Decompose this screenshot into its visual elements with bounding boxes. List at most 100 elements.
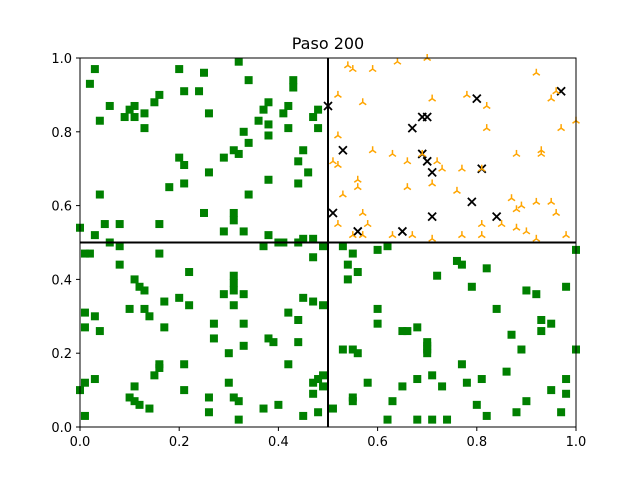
square-point [100,220,109,229]
square-point [522,286,531,295]
square-point [200,68,208,77]
square-point [155,249,164,258]
tri-point [477,164,486,172]
square-point [204,168,213,177]
square-point [85,249,94,258]
square-point [180,161,189,170]
tri-point [552,208,561,217]
tri-point [512,149,521,158]
square-point [428,371,437,380]
tri-point [512,223,521,231]
tri-point [482,124,491,132]
square-point [155,360,164,369]
square-point [314,375,323,384]
y-tick-label: 0.2 [51,347,72,362]
square-point [477,375,486,384]
square-point [433,271,442,280]
square-point [209,334,218,343]
square-point [557,408,566,417]
square-point [175,153,184,162]
tri-point [547,197,556,206]
tri-point [358,231,367,239]
square-point [348,345,357,354]
square-point [462,378,471,387]
square-point [309,378,318,387]
tri-point [418,149,427,158]
square-point [338,242,347,251]
square-point [517,345,526,354]
square-point [85,79,94,88]
square-point [264,131,273,140]
square-point [254,116,263,125]
square-point [562,389,571,398]
square-point [80,378,89,387]
square-point [239,341,248,350]
square-point [314,408,323,417]
square-point [145,312,154,321]
square-point [120,113,129,122]
square-point [80,411,89,420]
square-point [492,304,501,313]
tri-point [408,231,417,239]
square-point [457,260,466,269]
square-point [363,378,372,387]
y-tick-label: 1.0 [51,52,72,67]
tri-point [403,157,412,165]
x-tick-label: 1.0 [566,435,587,450]
square-point [457,360,466,369]
tri-point [368,146,377,154]
tri-point [428,94,437,102]
square-point [373,245,382,254]
y-tick-label: 0.8 [51,126,72,141]
x-tick-label: 0.0 [70,435,91,450]
square-point [328,404,337,413]
square-point [160,297,169,306]
x-point [492,212,502,222]
tri-point [329,157,337,165]
x-point [407,123,417,133]
square-point [229,286,238,295]
x-tick-label: 0.4 [268,435,289,450]
tri-point [358,98,367,106]
square-point [423,349,432,358]
square-point [229,271,238,280]
square-point [522,397,531,406]
square-point [195,87,204,96]
y-tick-label: 0.0 [51,421,72,436]
square-point [314,105,323,114]
square-point [284,308,293,317]
square-point [90,375,99,384]
x-point [397,226,408,237]
tri-point [358,208,367,217]
square-point [209,319,218,328]
tri-point [333,220,342,228]
square-point [294,315,303,324]
square-point [289,83,298,92]
tri-point [557,124,566,132]
square-point [388,397,397,406]
square-point [309,253,318,262]
tri-point [368,65,377,73]
square-point [532,290,541,299]
tri-point [438,164,447,172]
square-point [299,146,308,155]
square-point [229,216,238,225]
square-point [547,386,556,395]
x-point [422,156,432,166]
square-point [180,386,189,395]
tri-point [562,231,571,239]
square-point [294,157,303,166]
square-point [130,113,139,122]
square-point [264,98,273,107]
square-point [413,375,422,384]
square-point [244,190,253,199]
square-point [115,220,124,229]
square-point [135,400,144,409]
square-point [279,109,288,118]
square-point [180,360,189,369]
x-point [467,197,477,207]
tri-point [532,68,541,76]
square-point [562,282,571,291]
square-point [155,220,164,229]
